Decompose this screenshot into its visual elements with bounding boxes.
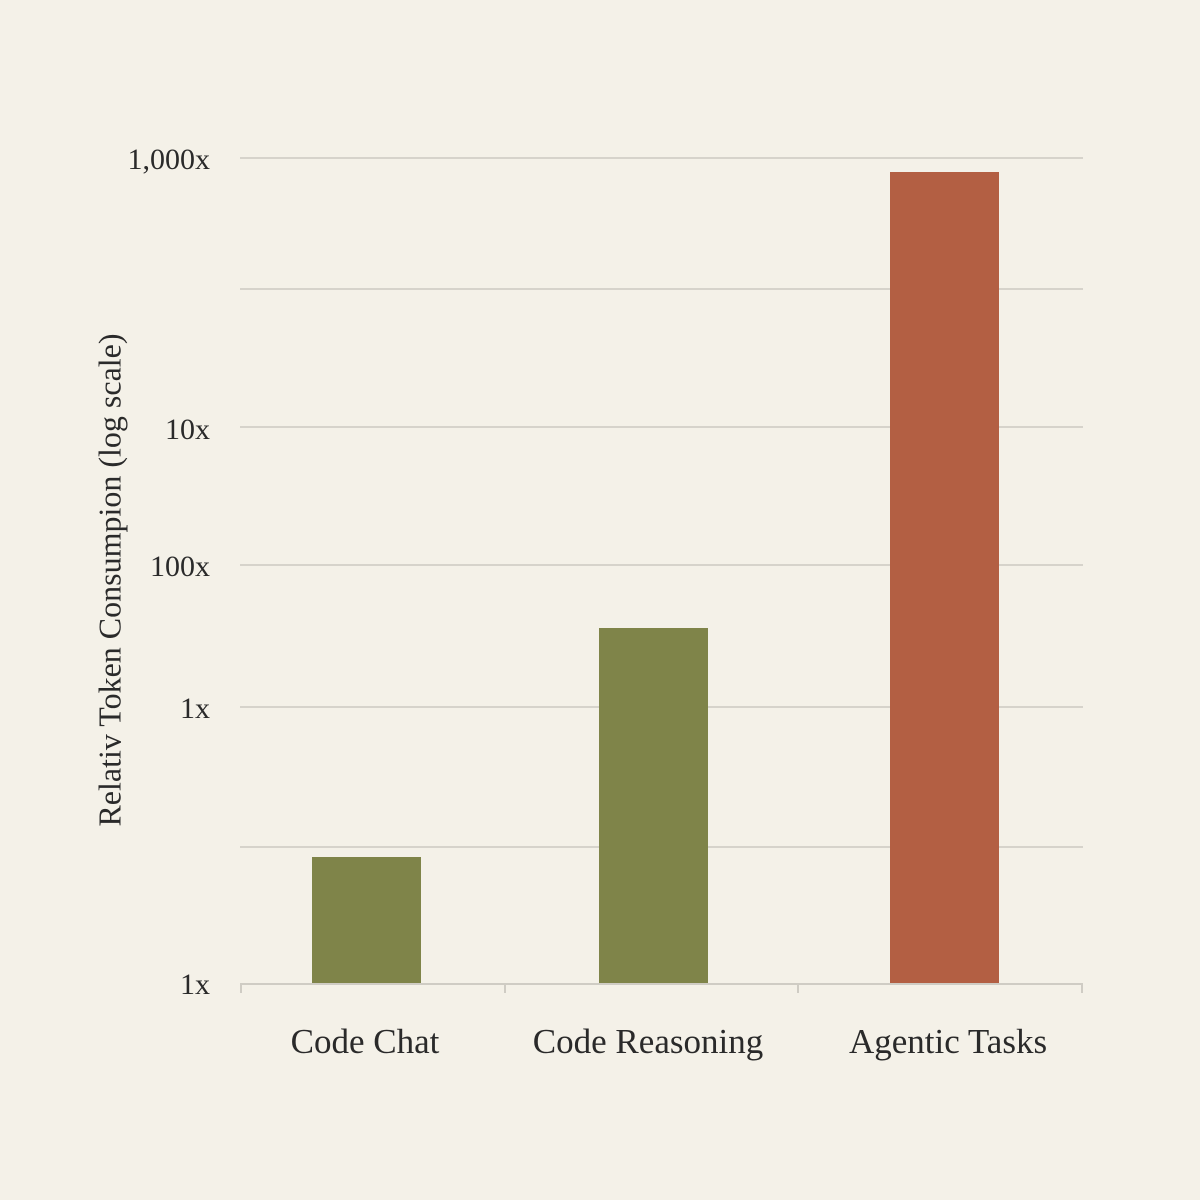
x-label-code-reasoning: Code Reasoning (532, 1022, 764, 1061)
x-label-code-chat: Code Chat (290, 1022, 440, 1061)
x-tick (240, 983, 242, 993)
bar-agentic-tasks (890, 172, 999, 984)
x-label-agentic-tasks: Agentic Tasks (848, 1022, 1048, 1061)
gridline (240, 564, 1083, 566)
x-tick (797, 983, 799, 993)
y-tick-label: 10x (165, 413, 210, 446)
x-axis-line (240, 983, 1083, 985)
x-tick (1081, 983, 1083, 993)
bar-code-chat (312, 857, 421, 984)
y-tick-label: 100x (150, 550, 210, 583)
y-axis-title: Relativ Token Consumpion (log scale) (91, 333, 128, 827)
gridline (240, 288, 1083, 290)
y-tick-label: 1,000x (127, 143, 211, 176)
y-tick-label: 1x (180, 692, 210, 725)
x-tick (504, 983, 506, 993)
bar-code-reasoning (599, 628, 708, 984)
gridline (240, 157, 1083, 159)
gridline (240, 426, 1083, 428)
y-tick-label: 1x (180, 968, 210, 1001)
